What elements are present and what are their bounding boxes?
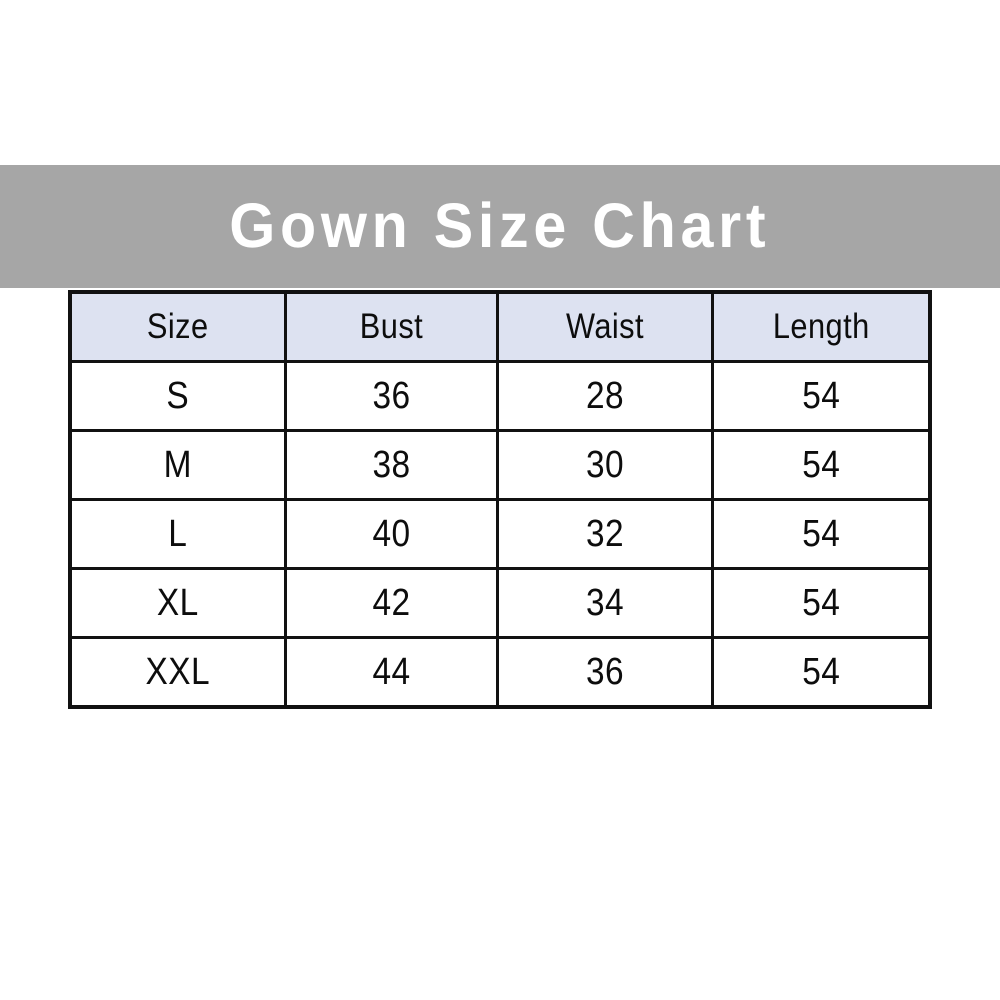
size-chart-table: Size Bust Waist Length S 36 28 54	[68, 290, 932, 709]
cell-waist-value: 34	[585, 581, 624, 624]
cell-bust-value: 38	[371, 443, 411, 486]
cell-length-value: 54	[801, 374, 840, 417]
table-row: XL 42 34 54	[68, 567, 932, 639]
column-header-length-label: Length	[772, 307, 870, 346]
cell-waist: 36	[495, 636, 714, 709]
cell-waist: 34	[495, 567, 714, 639]
cell-bust: 42	[283, 567, 499, 639]
table-header: Size Bust Waist Length	[68, 290, 932, 363]
cell-size: XL	[68, 567, 287, 639]
title-banner: Gown Size Chart	[0, 165, 1000, 288]
cell-bust-value: 36	[371, 374, 411, 417]
cell-size: S	[68, 360, 287, 432]
cell-waist-value: 28	[585, 374, 624, 417]
cell-size-value: XL	[156, 581, 199, 624]
cell-waist-value: 32	[585, 512, 624, 555]
cell-waist-value: 30	[585, 443, 624, 486]
cell-length: 54	[710, 567, 932, 639]
column-header-length: Length	[710, 290, 932, 363]
table-row: S 36 28 54	[68, 360, 932, 432]
cell-length: 54	[710, 498, 932, 570]
cell-waist: 30	[495, 429, 714, 501]
cell-waist: 28	[495, 360, 714, 432]
cell-size: M	[68, 429, 287, 501]
cell-size: L	[68, 498, 287, 570]
cell-bust: 36	[283, 360, 499, 432]
cell-bust-value: 44	[371, 650, 411, 693]
cell-length: 54	[710, 360, 932, 432]
cell-length: 54	[710, 429, 932, 501]
cell-waist: 32	[495, 498, 714, 570]
cell-length-value: 54	[801, 581, 840, 624]
column-header-bust: Bust	[283, 290, 499, 363]
cell-size-value: S	[166, 374, 190, 417]
cell-bust-value: 40	[371, 512, 411, 555]
cell-bust: 38	[283, 429, 499, 501]
cell-size-value: XXL	[145, 650, 211, 693]
cell-length-value: 54	[801, 650, 840, 693]
cell-length-value: 54	[801, 443, 840, 486]
table-header-row: Size Bust Waist Length	[68, 290, 932, 363]
column-header-size-label: Size	[146, 307, 209, 346]
column-header-waist: Waist	[495, 290, 714, 363]
column-header-waist-label: Waist	[565, 307, 644, 346]
cell-size-value: M	[163, 443, 192, 486]
cell-size-value: L	[168, 512, 188, 555]
cell-bust: 44	[283, 636, 499, 709]
column-header-bust-label: Bust	[359, 307, 423, 346]
cell-bust: 40	[283, 498, 499, 570]
table-row: XXL 44 36 54	[68, 636, 932, 709]
page-title: Gown Size Chart	[229, 191, 771, 261]
table-row: M 38 30 54	[68, 429, 932, 501]
table-body: S 36 28 54 M 38 30 54 L 40 32 54 XL 42 3…	[68, 360, 932, 709]
cell-size: XXL	[68, 636, 287, 709]
cell-waist-value: 36	[585, 650, 624, 693]
cell-bust-value: 42	[371, 581, 411, 624]
cell-length: 54	[710, 636, 932, 709]
size-chart-container: Size Bust Waist Length S 36 28 54	[68, 290, 932, 709]
table-row: L 40 32 54	[68, 498, 932, 570]
column-header-size: Size	[68, 290, 287, 363]
cell-length-value: 54	[801, 512, 840, 555]
